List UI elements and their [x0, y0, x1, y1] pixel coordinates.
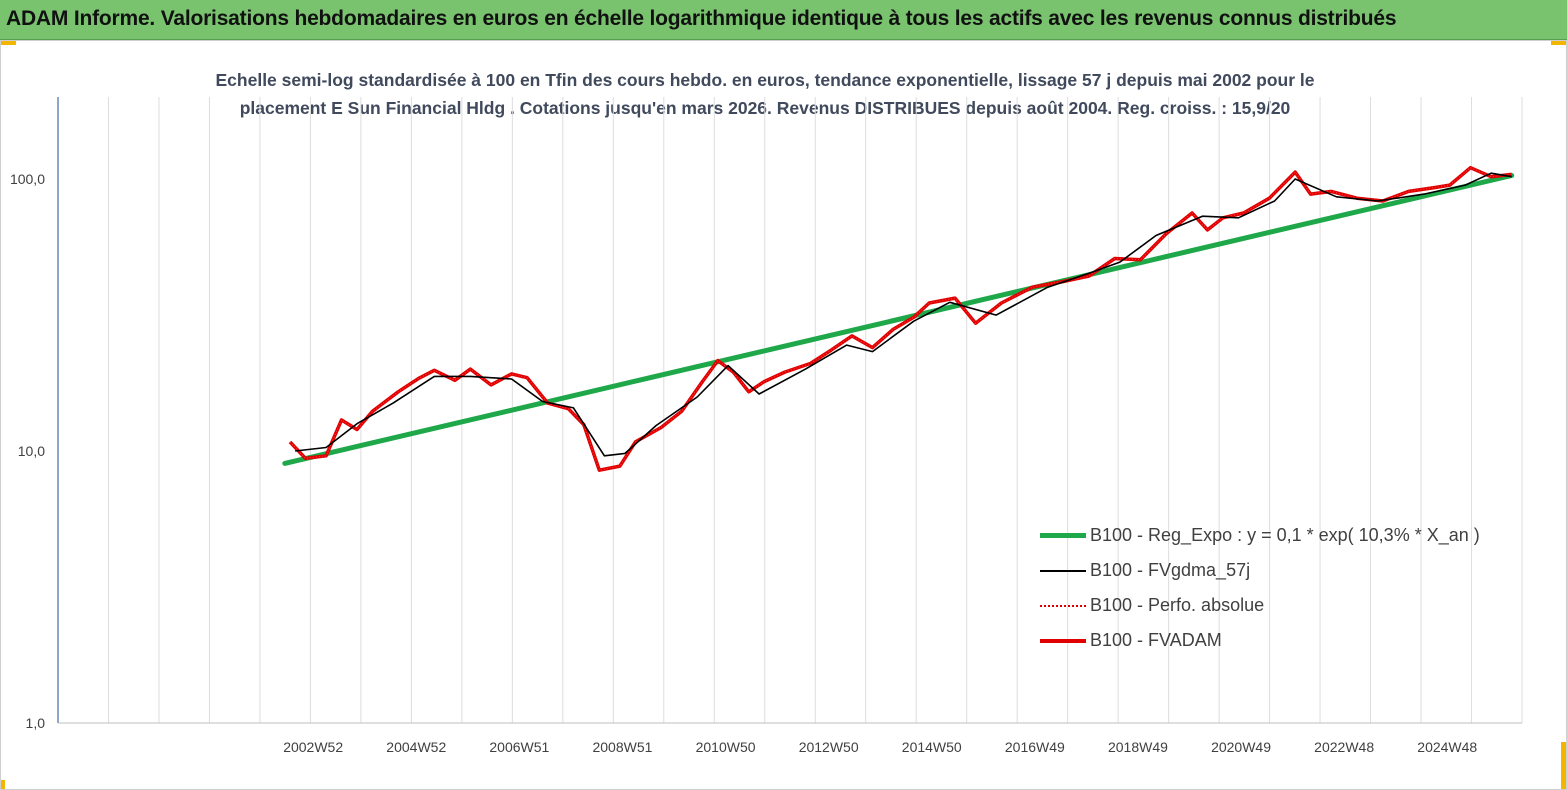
legend-swatch-fvadam: [1040, 638, 1086, 643]
x-tick-label: 2002W52: [283, 739, 343, 755]
y-tick-label: 100,0: [10, 171, 45, 187]
legend-item-trend[interactable]: B100 - Reg_Expo : y = 0,1 * exp( 10,3% *…: [1040, 518, 1520, 553]
corner-marker-top-left: [0, 40, 16, 45]
corner-marker-top-right: [1551, 40, 1567, 45]
y-tick-label: 10,0: [18, 443, 45, 459]
x-tick-label: 2022W48: [1314, 739, 1374, 755]
gridlines: [107, 97, 1523, 723]
series-line-perf: [289, 167, 1512, 471]
series-layer: [282, 165, 1515, 472]
legend-label-smooth: B100 - FVgdma_57j: [1090, 560, 1251, 580]
x-tick-label: 2016W49: [1005, 739, 1065, 755]
legend-label-fvadam: B100 - FVADAM: [1090, 630, 1222, 650]
x-tick-label: 2004W52: [386, 739, 446, 755]
x-tick-label: 2014W50: [902, 739, 962, 755]
x-tick-label: 2008W51: [592, 739, 652, 755]
series-line-smooth: [295, 172, 1512, 457]
x-tick-label: 2020W49: [1211, 739, 1271, 755]
x-tick-label: 2010W50: [696, 739, 756, 755]
legend-item-fvadam[interactable]: B100 - FVADAM: [1040, 623, 1520, 658]
x-tick-label: 2024W48: [1417, 739, 1477, 755]
legend-item-perf[interactable]: B100 - Perfo. absolue: [1040, 588, 1520, 623]
corner-marker-bottom-left: [0, 780, 5, 790]
axes: 1,0 10,0 100,0 2002W52 2004W52 2006W51 2008W51…: [10, 97, 1522, 755]
report-title: ADAM Informe. Valorisations hebdomadaire…: [6, 7, 1397, 30]
series-line-trend: [282, 173, 1515, 466]
legend-label-trend: B100 - Reg_Expo : y = 0,1 * exp( 10,3% *…: [1090, 525, 1480, 545]
x-tick-label: 2012W50: [799, 739, 859, 755]
x-tick-label: 2006W51: [489, 739, 549, 755]
legend-swatch-trend: [1040, 533, 1086, 538]
legend-item-smooth[interactable]: B100 - FVgdma_57j: [1040, 553, 1520, 588]
chart-legend: B100 - Reg_Expo : y = 0,1 * exp( 10,3% *…: [1040, 518, 1520, 658]
corner-marker-bottom-right: [1561, 742, 1567, 790]
x-tick-label: 2018W49: [1108, 739, 1168, 755]
chart-title-line-1: Echelle semi-log standardisée à 100 en T…: [215, 70, 1315, 90]
y-tick-label: 1,0: [26, 715, 46, 731]
legend-label-perf: B100 - Perfo. absolue: [1090, 595, 1265, 615]
legend-swatch-smooth: [1040, 569, 1086, 572]
legend-swatch-perf: [1040, 604, 1086, 607]
report-banner: ADAM Informe. Valorisations hebdomadaire…: [0, 0, 1567, 40]
